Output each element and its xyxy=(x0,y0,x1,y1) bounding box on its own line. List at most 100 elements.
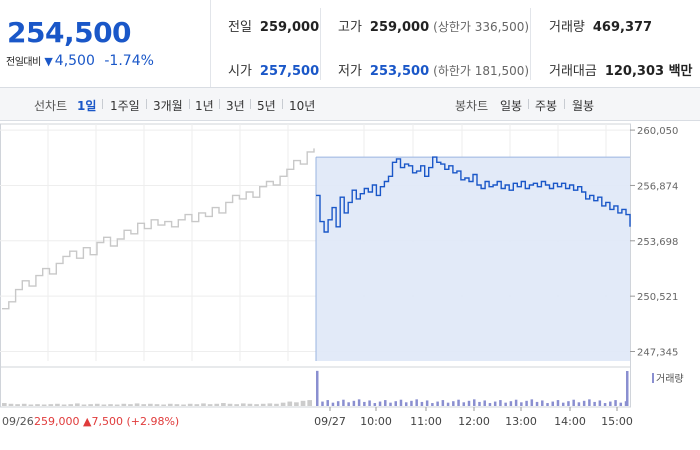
volume-bar xyxy=(462,402,466,406)
volume-bar xyxy=(404,402,408,406)
volume-bar xyxy=(114,404,120,406)
volume-bar xyxy=(307,400,312,406)
volume-bar xyxy=(546,403,549,406)
tab-weekly[interactable]: 주봉 xyxy=(535,99,558,113)
candle-chart-label: 봉차트 xyxy=(455,99,489,113)
volume-bar xyxy=(2,403,7,406)
tab-10y[interactable]: 10년 xyxy=(289,99,316,113)
volume-bar xyxy=(260,403,266,406)
volume-bar xyxy=(535,401,539,406)
current-price: 254,500 xyxy=(7,16,132,49)
volume-bar xyxy=(541,400,544,406)
volume-legend-label: 거래량 xyxy=(656,373,684,385)
tab-3y[interactable]: 3년 xyxy=(226,99,245,113)
volume-bar xyxy=(227,403,233,406)
divider xyxy=(282,99,283,109)
x-tick-label: 12:00 xyxy=(458,415,490,428)
volume-bar xyxy=(609,401,612,406)
volume-bar xyxy=(626,371,629,406)
x-tick-label: 13:00 xyxy=(505,415,537,428)
volume-bar xyxy=(154,404,160,406)
volume-bar xyxy=(582,400,586,406)
tab-1y[interactable]: 1년 xyxy=(195,99,214,113)
volume-bar xyxy=(394,401,397,406)
volume-bar xyxy=(41,404,47,406)
volume-bar xyxy=(619,402,623,406)
volume-bar xyxy=(410,400,413,406)
divider xyxy=(102,99,103,109)
volume-bar xyxy=(148,403,153,406)
volume-bar xyxy=(234,404,239,406)
y-tick-label: 247,345 xyxy=(637,348,678,359)
volume-bar xyxy=(588,399,591,406)
volume-bar xyxy=(478,401,481,406)
quote-panel: 254,500 전일대비 ▼ 4,500 -1.74% 전일 259,000 고가 2… xyxy=(0,0,700,88)
volume-bar xyxy=(331,402,335,406)
volume-bar xyxy=(187,403,193,406)
volume-bar xyxy=(174,404,180,406)
volume-bar xyxy=(81,404,87,406)
volume-bar xyxy=(389,402,392,406)
divider xyxy=(528,99,529,109)
tab-monthly[interactable]: 월봉 xyxy=(572,99,595,113)
y-tick-label: 250,521 xyxy=(637,292,678,303)
volume-bar xyxy=(300,400,306,406)
volume-bar xyxy=(572,399,575,406)
volume-bar xyxy=(35,404,40,406)
plot-frame xyxy=(0,123,631,408)
volume-bar xyxy=(352,400,356,406)
volume-bar xyxy=(603,403,607,406)
volume-bar xyxy=(254,404,259,406)
volume-bar xyxy=(441,400,445,406)
tab-1d[interactable]: 1일 xyxy=(77,99,97,113)
volume-bar xyxy=(509,401,513,406)
divider xyxy=(320,8,321,80)
volume-bar xyxy=(48,404,54,406)
volume-bar xyxy=(201,403,206,406)
volume-bar xyxy=(347,402,350,406)
volume-bar xyxy=(431,403,434,406)
volume-bar xyxy=(128,404,133,406)
volume-bar xyxy=(55,403,60,406)
volume-bar xyxy=(493,401,497,406)
volume-bar xyxy=(556,400,560,406)
line-chart-label: 선차트 xyxy=(34,99,68,113)
volume-bar xyxy=(28,404,34,406)
volume-bar xyxy=(167,403,173,406)
volume-bar xyxy=(75,403,80,406)
chart-period-tabs: 선차트 1일 1주일 3개월 1년 3년 5년 10년 봉차트 일봉 주봉 월봉 xyxy=(0,88,700,121)
volume-bar xyxy=(15,404,20,406)
volume-bar xyxy=(425,400,429,406)
volume-bar xyxy=(121,403,127,406)
x-tick-label: 14:00 xyxy=(554,415,586,428)
trade-value: 거래대금 120,303 백만 xyxy=(549,64,693,79)
volume-bar xyxy=(181,404,186,406)
volume-bar xyxy=(399,399,403,406)
volume-bar xyxy=(473,399,476,406)
today-price-line xyxy=(316,156,631,233)
divider xyxy=(189,99,190,109)
volume-bar xyxy=(280,402,286,406)
volume-bar xyxy=(577,402,581,406)
volume-bar xyxy=(316,370,319,406)
x-tick-label: 15:00 xyxy=(601,415,633,428)
trade-volume: 거래량 469,377 xyxy=(549,20,653,35)
tab-3m[interactable]: 3개월 xyxy=(153,99,183,113)
volume-bar xyxy=(488,403,492,406)
volume-bar xyxy=(504,402,507,406)
divider xyxy=(219,99,220,109)
change-percent: -1.74% xyxy=(104,53,154,69)
volume-bar xyxy=(357,399,361,406)
tab-5y[interactable]: 5년 xyxy=(257,99,276,113)
volume-bar xyxy=(94,403,100,406)
prev-day-line xyxy=(2,148,315,310)
volume-bar xyxy=(415,399,418,406)
volume-bar xyxy=(101,404,107,406)
tab-daily[interactable]: 일봉 xyxy=(500,99,523,113)
volume-bar xyxy=(68,404,74,406)
x-tick-label: 09/27 xyxy=(314,415,346,428)
tab-1w[interactable]: 1주일 xyxy=(110,99,140,113)
volume-bar xyxy=(287,401,293,406)
x-tick-label: 10:00 xyxy=(360,415,392,428)
price-chart[interactable]: 260,050 256,874 253,698 250,521 247,345 거래량 09… xyxy=(0,121,700,450)
